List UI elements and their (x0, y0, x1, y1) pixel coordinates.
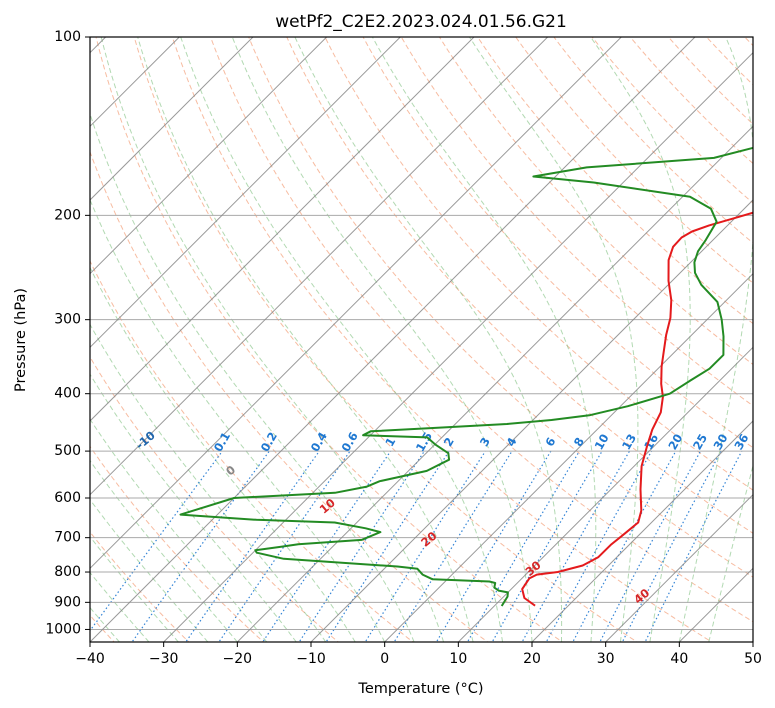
dry-adiabat-line (171, 37, 713, 642)
isotherm-line (383, 272, 753, 642)
dry-adiabat-line (248, 37, 753, 578)
chart-title: wetPf2_C2E2.2023.024.01.56.G21 (275, 12, 567, 32)
x-axis-ticks: −40 −30 −20 −10 0 10 20 30 40 50 (75, 642, 762, 667)
isotherm-line (604, 493, 753, 642)
profile-series (179, 146, 753, 607)
y-axis-ticks: 100 200 300 400 500 600 700 800 900 1000 (45, 29, 90, 637)
mixing-ratio-line (218, 450, 351, 642)
dry-adiabat-line (362, 37, 753, 449)
x-tick-label: 40 (670, 651, 688, 667)
x-tick-label: 30 (597, 651, 615, 667)
mixing-ratio-label: 13 (619, 431, 639, 452)
isotherm-line (90, 37, 254, 201)
plot-frame (89, 36, 754, 643)
moist-adiabat-line (294, 37, 563, 642)
isotherm-line (310, 199, 753, 642)
temperature-profile-line (521, 211, 753, 607)
skewed-isotherms (90, 37, 753, 642)
y-tick-label: 900 (54, 594, 81, 610)
moist-adiabat-line (180, 37, 503, 642)
moist-adiabat-line (468, 37, 639, 642)
dry-adiabat-line (286, 37, 753, 534)
mixing-ratio-line (90, 450, 223, 632)
moist-adiabat-line (590, 37, 691, 642)
isotherm-line (90, 37, 402, 349)
plot-area: 0.10.20.40.611.52346810131620253036-100-… (90, 37, 753, 642)
mixing-ratio-line (572, 450, 677, 642)
moist-adiabat-line (90, 198, 386, 642)
x-tick-label: 0 (380, 651, 389, 667)
y-tick-label: 400 (54, 386, 81, 402)
dewpoint-profile-line (179, 146, 753, 607)
mixing-ratio-label: 10 (592, 431, 612, 452)
mixing-ratio-line (131, 450, 270, 642)
x-tick-label: 50 (744, 651, 762, 667)
y-axis-label: Pressure (hPa) (13, 288, 29, 392)
y-tick-label: 600 (54, 490, 81, 506)
y-tick-label: 700 (54, 530, 81, 546)
isotherm-line (90, 37, 696, 642)
isotherm-line (90, 37, 328, 275)
moist-adiabat-line (90, 266, 356, 642)
mixing-ratio-line (262, 450, 392, 642)
y-tick-label: 1000 (45, 621, 81, 637)
mixing-ratio-line (298, 450, 425, 642)
y-tick-label: 500 (54, 443, 81, 459)
mixing-ratio-label: 36 (731, 431, 751, 452)
mixing-ratio-label: 30 (711, 431, 731, 452)
dry-adiabat-line (438, 37, 753, 366)
y-tick-label: 800 (54, 564, 81, 580)
mixing-ratio-line (466, 450, 580, 642)
x-axis-label: Temperature (°C) (357, 681, 483, 697)
mixing-ratio-line (621, 450, 722, 642)
moist-adiabat-line (90, 418, 268, 642)
x-tick-label: 20 (523, 651, 541, 667)
y-tick-label: 100 (54, 29, 81, 45)
y-tick-label: 200 (54, 207, 81, 223)
dry-adiabat-line (324, 37, 753, 491)
mixing-ratio-line (185, 450, 320, 642)
moist-adiabat-line (137, 37, 474, 642)
mixing-ratio-line (325, 450, 450, 642)
moist-adiabat-line (90, 459, 238, 642)
x-tick-label: 10 (449, 651, 467, 667)
moist-adiabat-line (708, 464, 753, 642)
x-tick-label: −30 (149, 651, 179, 667)
dry-adiabat-line (90, 150, 489, 642)
x-tick-label: −40 (75, 651, 105, 667)
isotherm-line (531, 420, 753, 642)
mixing-ratio-label: 25 (690, 431, 710, 452)
x-tick-label: −20 (223, 651, 253, 667)
isotherm-line (457, 346, 753, 642)
moist-adiabats (90, 37, 753, 642)
moist-adiabat-line (678, 37, 753, 642)
grid-lines (90, 37, 753, 630)
moist-adiabat-line (90, 373, 297, 642)
moist-adiabat-line (90, 323, 327, 642)
mixing-ratio-label: 20 (665, 431, 685, 452)
x-tick-label: −10 (296, 651, 326, 667)
mixing-ratio-line (599, 450, 702, 642)
isotherm-line (162, 51, 753, 642)
moist-adiabat-line (371, 37, 597, 642)
mixing-ratio-line (393, 450, 513, 642)
isotherm-line (90, 37, 475, 422)
isotherm-line (90, 37, 549, 496)
isotherm-line (90, 37, 623, 570)
y-tick-label: 300 (54, 312, 81, 328)
